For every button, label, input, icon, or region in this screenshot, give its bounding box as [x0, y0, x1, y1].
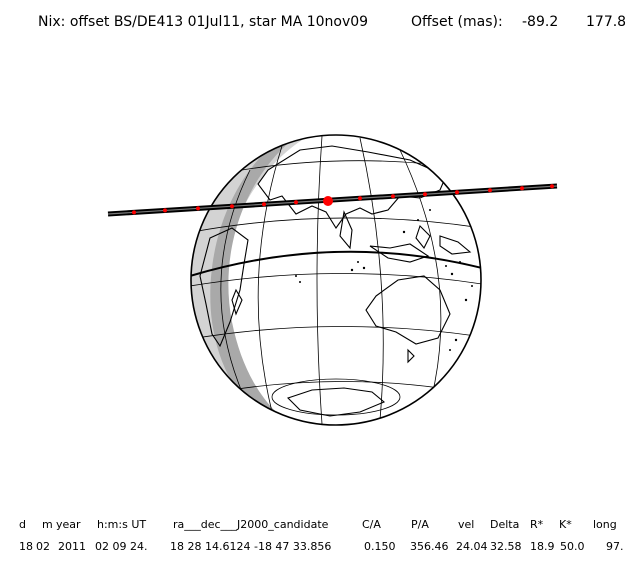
col-long-header: long: [593, 518, 617, 531]
globe-limb: [190, 134, 482, 426]
col-vel-value: 24.04: [456, 540, 488, 553]
plot-title: Nix: offset BS/DE413 01Jul11, star MA 10…: [0, 14, 643, 36]
graticule: [191, 135, 481, 425]
col-pa-value: 356.46: [410, 540, 449, 553]
col-ca-value: 0.150: [364, 540, 396, 553]
col-radec-value: 18 28 14.6124 -18 47 33.856: [170, 540, 332, 553]
col-year-value: 2011: [58, 540, 86, 553]
col-delta-value: 32.58: [490, 540, 522, 553]
offset-ra-value: -89.2: [522, 14, 559, 30]
col-month-header: m: [42, 518, 53, 531]
col-long-value: 97.: [606, 540, 624, 553]
event-points: [132, 184, 554, 215]
col-rstar-value: 18.9: [530, 540, 555, 553]
col-ca-header: C/A: [362, 518, 381, 531]
offset-label: Offset (mas):: [411, 14, 503, 30]
col-delta-header: Delta: [490, 518, 520, 531]
title-text: Nix: offset BS/DE413 01Jul11, star MA 10…: [38, 14, 369, 30]
col-time-header: h:m:s UT: [97, 518, 147, 531]
coastlines: [199, 145, 472, 417]
col-radec-header: ra___dec___J2000_candidate: [173, 518, 329, 531]
globe-interior: [191, 135, 481, 425]
col-time-value: 02 09 24.: [95, 540, 148, 553]
offset-dec-value: 177.8: [586, 14, 627, 30]
twilight-shade: [210, 140, 292, 420]
col-vel-header: vel: [458, 518, 475, 531]
col-kstar-value: 50.0: [560, 540, 585, 553]
col-rstar-header: R*: [530, 518, 544, 531]
col-day-value: 18: [19, 540, 33, 553]
col-pa-header: P/A: [411, 518, 429, 531]
col-kstar-header: K*: [559, 518, 572, 531]
col-year-header: year: [56, 518, 81, 531]
equator-line: [191, 250, 481, 277]
col-day-header: d: [19, 518, 26, 531]
closest-approach-point: [323, 196, 333, 206]
islands: [295, 209, 473, 351]
col-month-value: 02: [36, 540, 50, 553]
